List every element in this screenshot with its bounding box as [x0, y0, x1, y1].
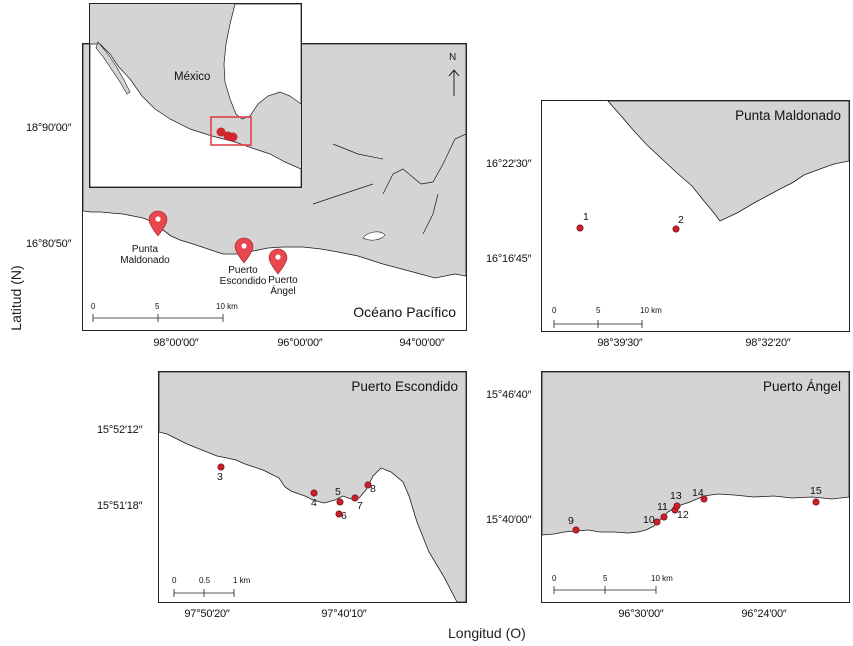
puerto-escondido-svg — [159, 372, 466, 602]
main-scale-bar — [92, 314, 224, 322]
site-label-10: 10 — [643, 514, 655, 526]
pm-scale-0: 0 — [552, 306, 557, 315]
town-label-punta-maldonado: Punta Maldonado — [120, 244, 170, 266]
pa-scale-10: 10 km — [651, 574, 673, 583]
pa-lat-tick-2: 15°40′00″ — [486, 514, 532, 526]
site-label-15: 15 — [810, 485, 822, 497]
baja-california — [95, 41, 131, 95]
main-lat-tick-2: 16°80′50″ — [26, 238, 72, 250]
x-axis-title: Longitud (O) — [448, 625, 526, 641]
site-marker-8 — [364, 481, 372, 489]
site-marker-4 — [310, 489, 318, 497]
pe-scale-0: 0 — [172, 576, 177, 585]
pe-lat-tick-1: 15°52′12″ — [97, 424, 143, 436]
pe-scale-05: 0.5 — [199, 576, 211, 585]
site-label-6: 6 — [341, 510, 347, 522]
site-label-3: 3 — [217, 471, 223, 483]
site-marker-14 — [700, 495, 708, 503]
puerto-angel-title: Puerto Ángel — [762, 379, 841, 394]
site-label-12: 12 — [677, 509, 689, 521]
puerto-angel-land — [542, 372, 849, 536]
main-lat-tick-1: 18°90′00″ — [26, 122, 72, 134]
main-scale-10: 10 km — [216, 302, 238, 311]
site-marker-1 — [576, 224, 584, 232]
sea-label: Océano Pacífico — [353, 304, 456, 320]
puerto-escondido-land — [159, 372, 466, 602]
punta-maldonado-land — [607, 101, 849, 222]
punta-maldonado-title: Punta Maldonado — [735, 108, 841, 123]
site-label-14: 14 — [692, 487, 704, 499]
panel-puerto-escondido: Puerto Escondido 3 4 5 6 7 8 0 0.5 1 km — [158, 371, 467, 603]
main-lon-tick-1: 98°00′00″ — [153, 337, 199, 349]
town-label-puerto-angel: Puerto Ángel — [268, 275, 298, 297]
pacific-ocean — [90, 43, 301, 187]
coast-detail — [312, 133, 466, 235]
puerto-angel-scale-bar — [553, 586, 657, 594]
main-lon-tick-2: 96°00′00″ — [277, 337, 323, 349]
pm-lat-tick-2: 16°16′45″ — [486, 253, 532, 265]
site-marker-7 — [351, 494, 359, 502]
pm-lon-tick-2: 98°32′20″ — [745, 337, 791, 349]
site-marker-5 — [336, 498, 344, 506]
site-marker-6 — [335, 510, 343, 518]
town-marker-puerto-angel — [268, 248, 288, 275]
main-lon-tick-3: 94°00′00″ — [399, 337, 445, 349]
puerto-escondido-scale-bar — [173, 589, 235, 597]
pa-lon-tick-1: 96°30′00″ — [618, 608, 664, 620]
site-marker-15 — [812, 498, 820, 506]
punta-maldonado-scale-bar — [553, 320, 643, 328]
town-label-puerto-escondido: Puerto Escondido — [219, 265, 267, 287]
pa-scale-5: 5 — [603, 574, 608, 583]
pm-lon-tick-1: 98°39′30″ — [597, 337, 643, 349]
site-label-5: 5 — [335, 486, 341, 498]
site-label-9: 9 — [568, 515, 574, 527]
site-marker-9 — [572, 526, 580, 534]
pm-lat-tick-1: 16°22′30″ — [486, 158, 532, 170]
north-label: N — [449, 52, 457, 63]
site-label-8: 8 — [370, 483, 376, 495]
pm-scale-10: 10 km — [640, 306, 662, 315]
pe-lon-tick-2: 97°40′10″ — [321, 608, 367, 620]
site-label-2: 2 — [678, 214, 684, 226]
site-marker-2 — [672, 225, 680, 233]
site-marker-13 — [673, 502, 681, 510]
pe-lon-tick-1: 97°50′20″ — [184, 608, 230, 620]
north-arrow — [448, 69, 460, 96]
panel-punta-maldonado: Punta Maldonado 1 2 0 5 10 km — [541, 100, 850, 332]
town-marker-punta-maldonado — [148, 210, 168, 237]
puerto-escondido-title: Puerto Escondido — [351, 379, 458, 394]
pa-scale-0: 0 — [552, 574, 557, 583]
pe-lat-tick-2: 15°51′18″ — [97, 500, 143, 512]
inset-country-label: México — [174, 71, 211, 83]
site-label-13: 13 — [670, 490, 682, 502]
site-marker-10 — [653, 518, 661, 526]
pa-lon-tick-2: 96°24′00″ — [741, 608, 787, 620]
pe-scale-1: 1 km — [233, 576, 251, 585]
panel-puerto-angel: Puerto Ángel 9 10 11 12 13 14 15 0 5 10 … — [541, 371, 850, 603]
puerto-angel-svg — [542, 372, 849, 594]
punta-maldonado-svg — [553, 101, 849, 328]
site-label-7: 7 — [357, 500, 363, 512]
pm-scale-5: 5 — [596, 306, 601, 315]
y-axis-title: Latitud (N) — [8, 265, 24, 331]
site-marker-3 — [217, 463, 225, 471]
lagoon — [362, 231, 386, 241]
site-label-11: 11 — [657, 501, 668, 513]
main-scale-0: 0 — [91, 302, 96, 311]
study-area-box — [210, 116, 252, 146]
inset-map: México — [89, 3, 302, 188]
town-marker-puerto-escondido — [234, 237, 254, 264]
site-marker-11 — [660, 513, 668, 521]
site-label-4: 4 — [311, 497, 317, 509]
main-scale-5: 5 — [155, 302, 160, 311]
site-label-1: 1 — [583, 211, 589, 223]
inset-map-svg — [90, 4, 301, 187]
pa-lat-tick-1: 15°46′40″ — [486, 389, 532, 401]
